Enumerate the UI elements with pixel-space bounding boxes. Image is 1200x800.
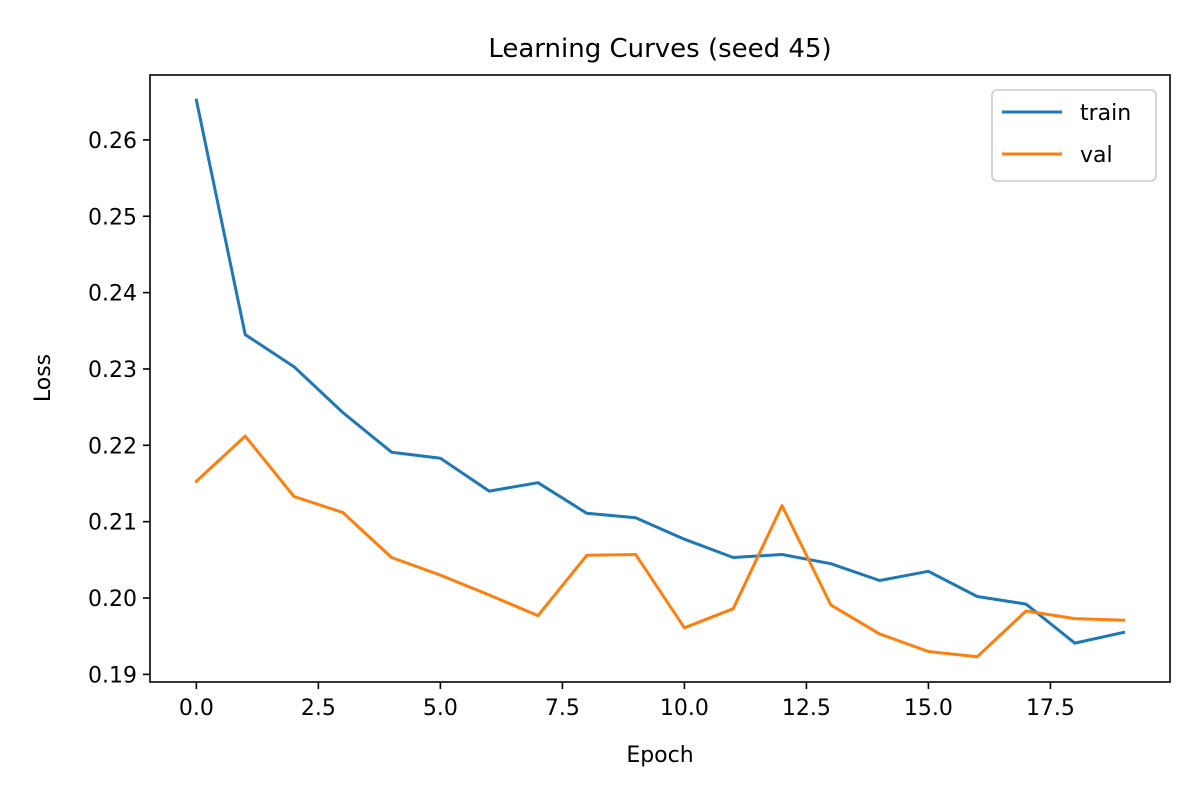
x-tick-label: 5.0 <box>423 696 458 721</box>
x-tick-label: 12.5 <box>782 696 831 721</box>
x-tick-label: 10.0 <box>660 696 709 721</box>
series-line-train <box>194 98 1126 645</box>
y-tick-label: 0.21 <box>88 511 137 536</box>
y-tick-label: 0.22 <box>88 434 137 459</box>
chart-title: Learning Curves (seed 45) <box>488 34 831 64</box>
y-tick-label: 0.25 <box>88 205 137 230</box>
y-tick-label: 0.24 <box>88 282 137 307</box>
legend-label-val: val <box>1080 143 1113 168</box>
x-tick-label: 7.5 <box>545 696 580 721</box>
y-tick-label: 0.26 <box>88 129 137 154</box>
legend: train val <box>991 89 1157 182</box>
legend-box <box>991 89 1157 182</box>
legend-label-train: train <box>1080 101 1131 126</box>
axes-frame <box>149 74 1171 683</box>
y-axis-label: Loss <box>31 354 56 402</box>
y-tick-label: 0.20 <box>88 587 137 612</box>
y-tick-label: 0.23 <box>88 358 137 383</box>
x-tick-label: 17.5 <box>1026 696 1075 721</box>
x-tick-label: 15.0 <box>904 696 953 721</box>
x-tick-label: 0.0 <box>179 696 214 721</box>
y-tick-label: 0.19 <box>88 663 137 688</box>
series-line-val <box>194 434 1126 659</box>
x-tick-label: 2.5 <box>301 696 336 721</box>
x-axis-label: Epoch <box>626 743 693 768</box>
plot-area: 0.0 2.5 5.0 7.5 10.0 12.5 15.0 17.5 0.19 0.20 0.21… <box>88 74 1171 721</box>
